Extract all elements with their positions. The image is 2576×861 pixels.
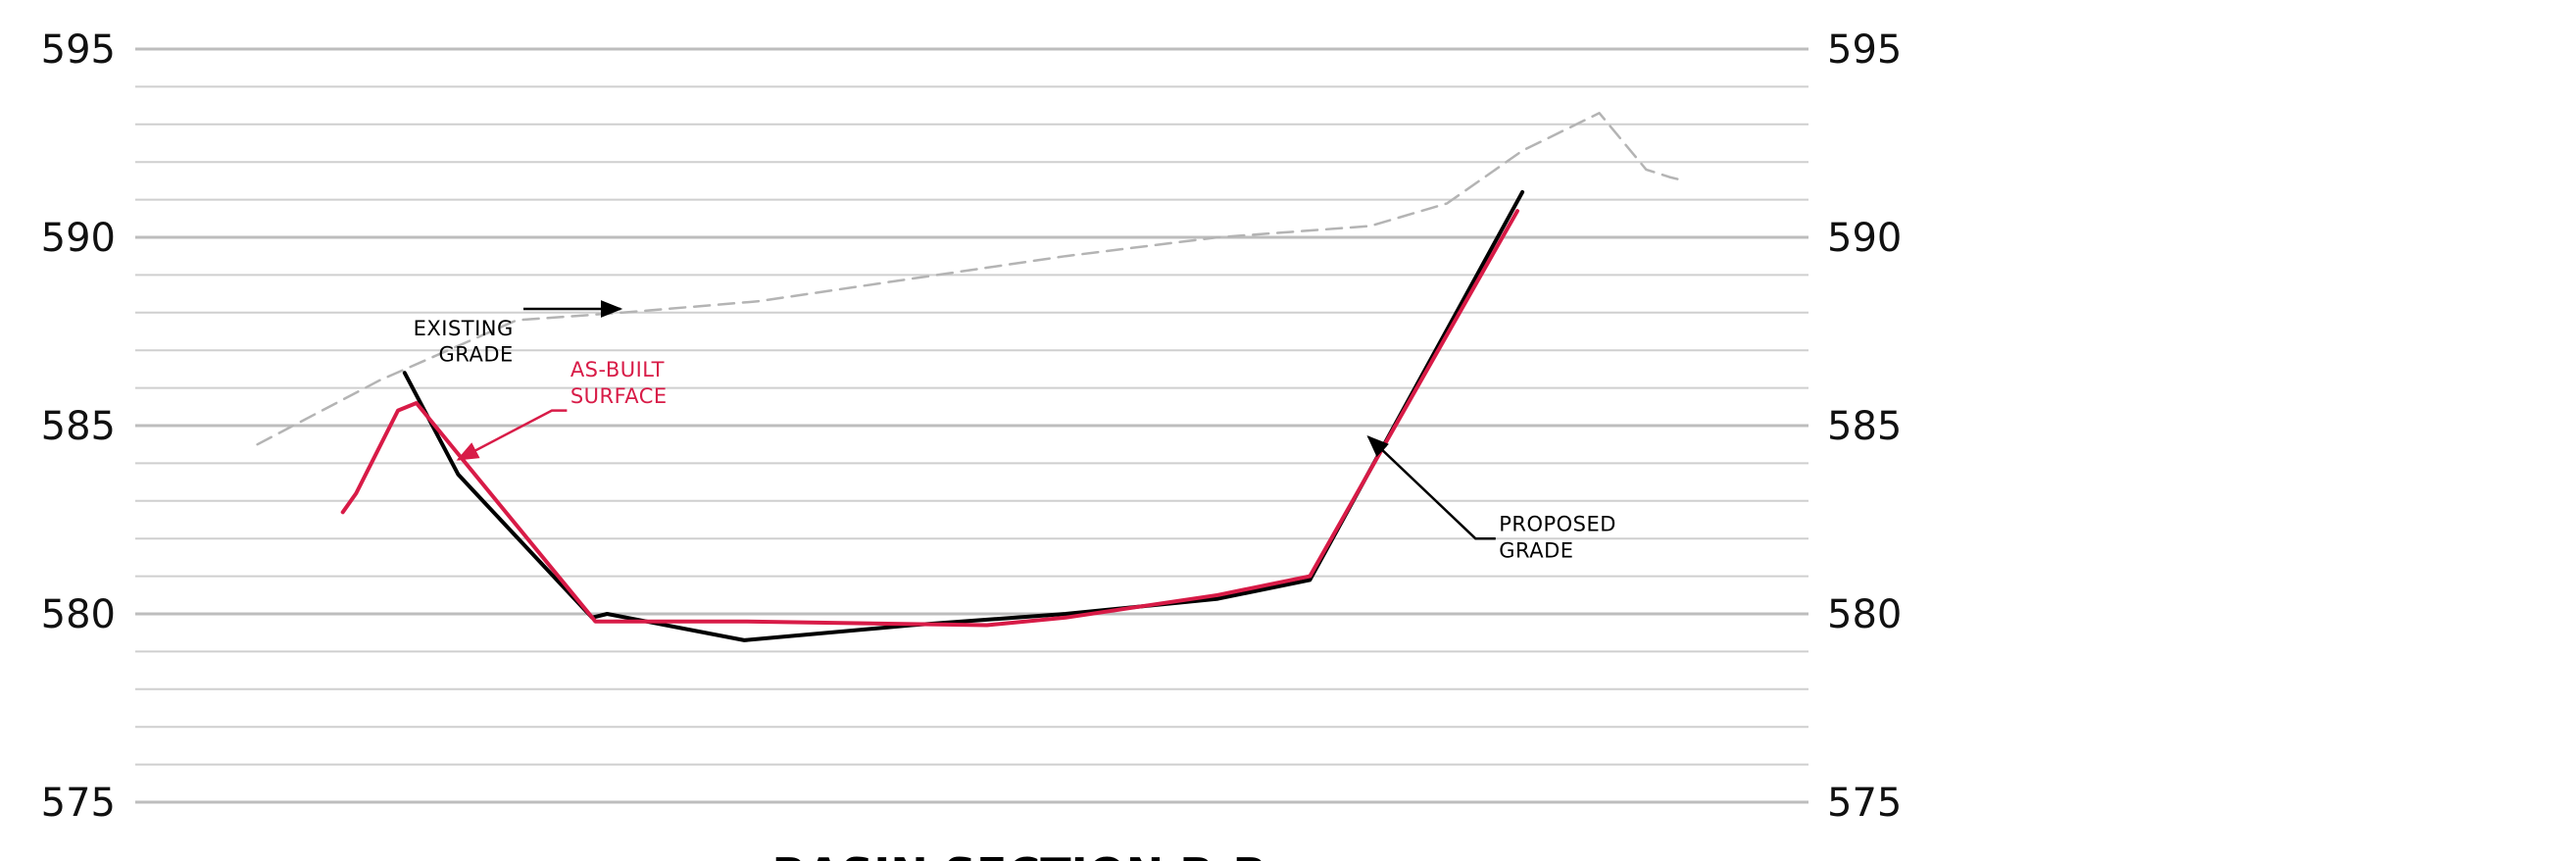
chart-title: BASIN SECTION B-B — [771, 848, 1266, 861]
annotations-group: EXISTINGGRADEAS-BUILTSURFACEPROPOSEDGRAD… — [414, 300, 1616, 562]
asbuilt-label-line: AS-BUILT — [570, 358, 665, 381]
asbuilt-leader-arrow — [456, 409, 568, 461]
asbuilt-label-line: SURFACE — [570, 384, 668, 408]
y-axis-right: 595 590 585 580 575 — [1827, 27, 1902, 826]
grid-lines — [135, 47, 1808, 804]
y-tick-label-right: 575 — [1827, 781, 1902, 826]
y-tick-label-left: 580 — [41, 592, 116, 637]
y-tick-label-right: 595 — [1827, 27, 1902, 73]
y-axis-left: 595 590 585 580 575 — [41, 27, 116, 826]
proposed-leader-arrow — [1366, 434, 1496, 540]
as-built-grade-line — [340, 209, 1519, 628]
y-tick-label-left: 595 — [41, 27, 116, 73]
y-tick-label-right: 585 — [1827, 404, 1902, 449]
series-group — [256, 112, 1686, 642]
y-tick-label-left: 585 — [41, 404, 116, 449]
existing-label-line: GRADE — [438, 343, 513, 367]
proposed-label-line: PROPOSED — [1499, 513, 1616, 536]
y-tick-label-right: 590 — [1827, 216, 1902, 261]
y-tick-label-left: 590 — [41, 216, 116, 261]
existing-grade-line — [256, 112, 1686, 446]
y-tick-label-right: 580 — [1827, 592, 1902, 637]
y-tick-label-left: 575 — [41, 781, 116, 826]
existing-label-line: EXISTING — [414, 317, 514, 340]
proposed-grade-line — [402, 189, 1525, 642]
proposed-label-line: GRADE — [1499, 538, 1573, 562]
